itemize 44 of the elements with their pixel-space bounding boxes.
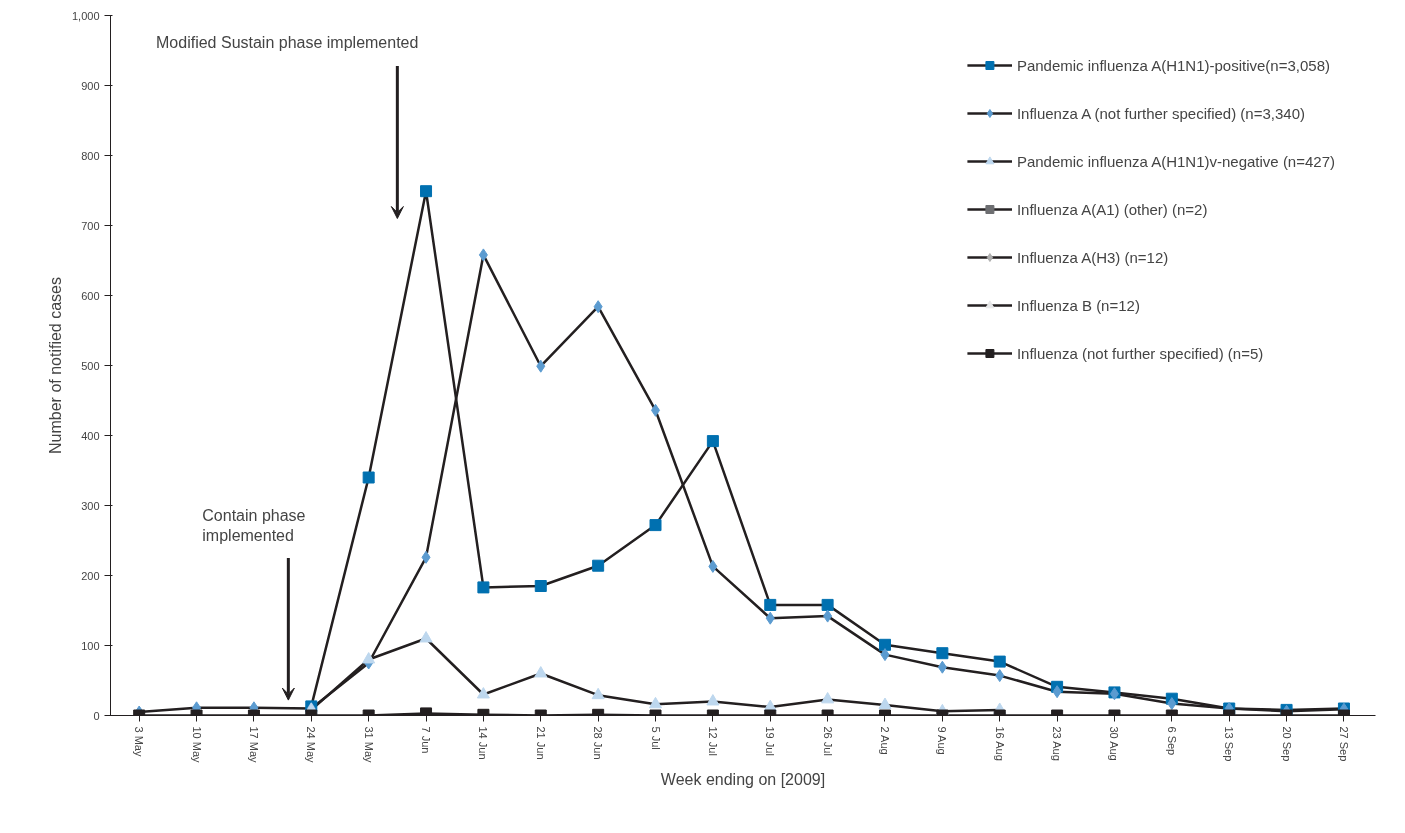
y-tick-label: 200	[81, 569, 100, 582]
x-tick-label: 26 Jul	[821, 726, 834, 756]
x-tick-label: 16 Aug	[993, 726, 1006, 761]
legend-label: Pandemic influenza A(H1N1)-positive(n=3,058)	[1016, 56, 1330, 74]
x-tick-label: 17 May	[247, 726, 260, 764]
x-tick-label: 7 Jun	[420, 726, 433, 754]
y-tick-label: 100	[81, 639, 100, 652]
y-tick-label: 1,000	[71, 9, 100, 22]
annotation: Modified Sustain phase implemented	[156, 33, 419, 51]
x-tick-label: 19 Jul	[764, 726, 777, 756]
x-tick-label: 9 Aug	[936, 726, 949, 755]
y-tick-label: 700	[81, 219, 100, 232]
x-tick-label: 3 May	[133, 726, 146, 757]
legend-label: Influenza A (not further specified) (n=3,340)	[1016, 104, 1305, 122]
legend-label: Pandemic influenza A(H1N1)v-negative (n=427)	[1016, 152, 1335, 170]
x-tick-label: 5 Jul	[649, 726, 662, 750]
legend-label: Influenza A(H3) (n=12)	[1016, 248, 1169, 266]
x-tick-label: 31 May	[362, 726, 375, 764]
x-tick-label: 14 Jun	[477, 726, 490, 760]
x-tick-label: 20 Sep	[1280, 726, 1293, 762]
x-tick-label: 12 Jul	[706, 726, 719, 756]
x-tick-label: 28 Jun	[592, 726, 605, 760]
y-tick-label: 300	[81, 499, 100, 512]
legend-label: Influenza B (n=12)	[1016, 296, 1140, 314]
x-tick-label: 24 May	[305, 726, 318, 764]
x-tick-label: 2 Aug	[878, 726, 891, 755]
x-tick-label: 21 Jun	[534, 726, 547, 760]
x-tick-label: 6 Sep	[1165, 726, 1178, 756]
y-tick-label: 600	[81, 289, 100, 302]
y-tick-label: 500	[81, 359, 100, 372]
legend-label: Influenza A(A1) (other) (n=2)	[1016, 200, 1208, 218]
y-tick-label: 400	[81, 429, 100, 442]
x-tick-label: 10 May	[190, 726, 203, 764]
y-axis-title: Number of notified cases	[46, 277, 64, 454]
x-tick-label: 27 Sep	[1337, 726, 1350, 762]
annotation: Contain phase implemented	[202, 506, 306, 544]
y-tick-label: 800	[81, 149, 100, 162]
x-tick-label: 13 Sep	[1223, 726, 1236, 762]
y-tick-label: 0	[93, 709, 100, 722]
x-tick-label: 23 Aug	[1051, 726, 1064, 761]
x-axis-title: Week ending on [2009]	[660, 770, 826, 788]
x-tick-label: 30 Aug	[1108, 726, 1121, 761]
y-tick-label: 900	[81, 79, 100, 92]
legend-label: Influenza (not further specified) (n=5)	[1016, 344, 1264, 362]
